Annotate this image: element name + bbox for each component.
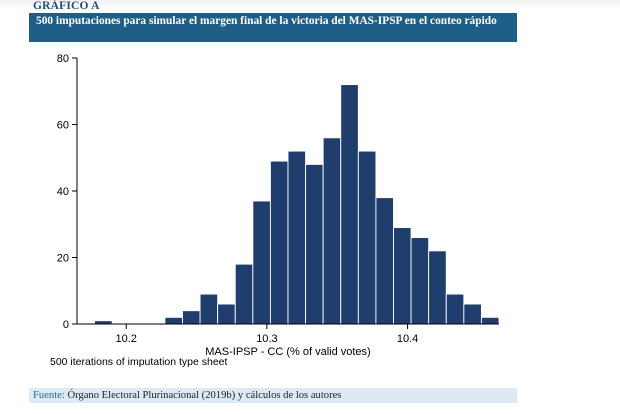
histogram-chart: 0 20 40 60 80 10.2 10.3 10.4 MAS-IPSP - CC (% of… [57, 53, 500, 358]
histogram-bar [393, 227, 412, 325]
histogram-bar [340, 84, 359, 325]
figure-label: GRÁFICO A [33, 0, 100, 12]
source-text: Órgano Electoral Plurinacional (2019b) y… [67, 390, 342, 401]
histogram-bar [287, 150, 307, 325]
histogram-bar [463, 303, 482, 325]
histogram-bar [322, 137, 342, 325]
y-tick-label: 20 [57, 253, 69, 265]
page-top-strip [0, 0, 620, 8]
histogram-bar [252, 200, 271, 325]
histogram-bar [305, 163, 324, 325]
chart-panel: 0 20 40 60 80 10.2 10.3 10.4 MAS-IPSP - CC (% of… [29, 44, 517, 374]
histogram-bar [164, 316, 183, 325]
y-tick-label: 40 [57, 186, 69, 198]
y-tick-label: 0 [63, 319, 69, 331]
histogram-bar [445, 293, 465, 325]
x-tick-label: 10.4 [397, 333, 418, 345]
x-tick-label: 10.3 [256, 333, 277, 345]
chart-title-bar: 500 imputaciones para simular el margen … [29, 13, 517, 42]
source-label: Fuente: [33, 390, 65, 401]
histogram-bar [182, 310, 201, 325]
histogram-bar [269, 160, 289, 325]
histogram-bar [217, 303, 236, 325]
histogram-bar [234, 263, 254, 325]
y-tick-label: 80 [57, 53, 69, 65]
histogram-bar [410, 237, 430, 325]
chart-title: 500 imputaciones para simular el margen … [36, 15, 497, 27]
histogram-bar [199, 293, 219, 325]
histogram-bar [375, 197, 394, 325]
histogram-bar [480, 316, 500, 325]
histogram-bar [357, 150, 377, 325]
y-tick-label: 60 [57, 120, 69, 132]
x-tick-label: 10.2 [116, 333, 137, 345]
x-axis-title: MAS-IPSP - CC (% of valid votes) [205, 346, 370, 358]
chart-note: 500 iterations of imputation type sheet [50, 356, 228, 368]
histogram-bar [428, 250, 447, 325]
source-bar: Fuente: Órgano Electoral Plurinacional (… [29, 388, 517, 403]
